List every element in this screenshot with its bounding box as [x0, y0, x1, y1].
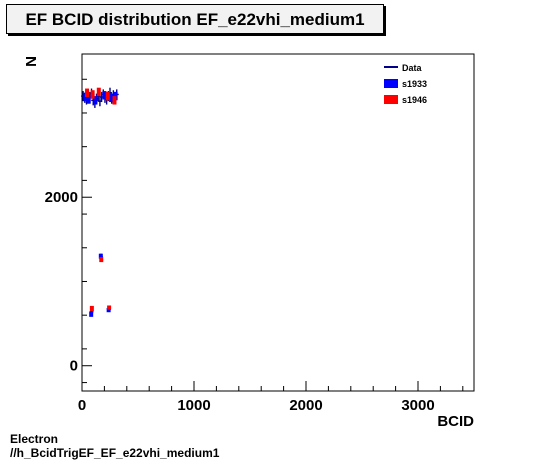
series-s1946-band — [112, 96, 116, 104]
y-tick-label: 0 — [70, 358, 78, 375]
y-tick-label: 2000 — [45, 189, 78, 206]
legend-label-s1933: s1933 — [402, 79, 427, 89]
legend-swatch-s1946 — [384, 95, 398, 104]
series-s1933-band — [89, 312, 93, 317]
legend-swatch-s1933 — [384, 79, 398, 88]
y-axis-label: N — [23, 56, 40, 67]
series-s1946-band — [91, 90, 95, 98]
series-s1946-band — [85, 89, 89, 97]
x-axis-label: BCID — [437, 413, 474, 430]
x-tick-label: 0 — [78, 397, 86, 414]
series-s1946-band — [106, 92, 110, 100]
series-s1946-band — [97, 88, 101, 96]
x-tick-label: 2000 — [289, 397, 322, 414]
x-tick-label: 3000 — [401, 397, 434, 414]
series-s1946-band — [99, 257, 103, 262]
series-s1946-band — [90, 306, 94, 311]
x-tick-label: 1000 — [177, 397, 210, 414]
footer-caption-electron: Electron — [10, 432, 58, 446]
series-s1946-band — [107, 305, 111, 309]
legend-label-data: Data — [402, 63, 423, 73]
footer-caption-histogram-path: //h_BcidTrigEF_EF_e22vhi_medium1 — [10, 446, 219, 460]
legend-label-s1946: s1946 — [402, 95, 427, 105]
